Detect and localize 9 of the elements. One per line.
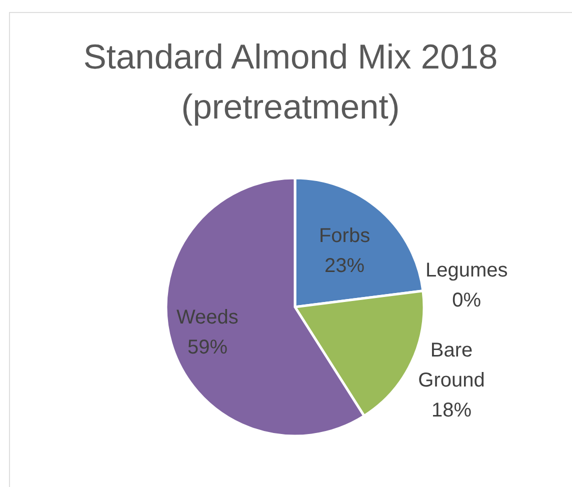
data-label: 23%: [324, 254, 365, 277]
category-label: Legumes: [425, 259, 508, 282]
slice-label: Forbs: [318, 224, 370, 247]
data-label: 18%: [432, 400, 472, 422]
text: 0%: [452, 289, 482, 312]
data-label: 59%: [187, 336, 228, 358]
slice-label: Weeds: [176, 306, 238, 328]
chart-title: Standard Almond Mix 2018 (pretreatment): [83, 38, 498, 126]
slice-label: Bare Ground: [418, 340, 485, 392]
